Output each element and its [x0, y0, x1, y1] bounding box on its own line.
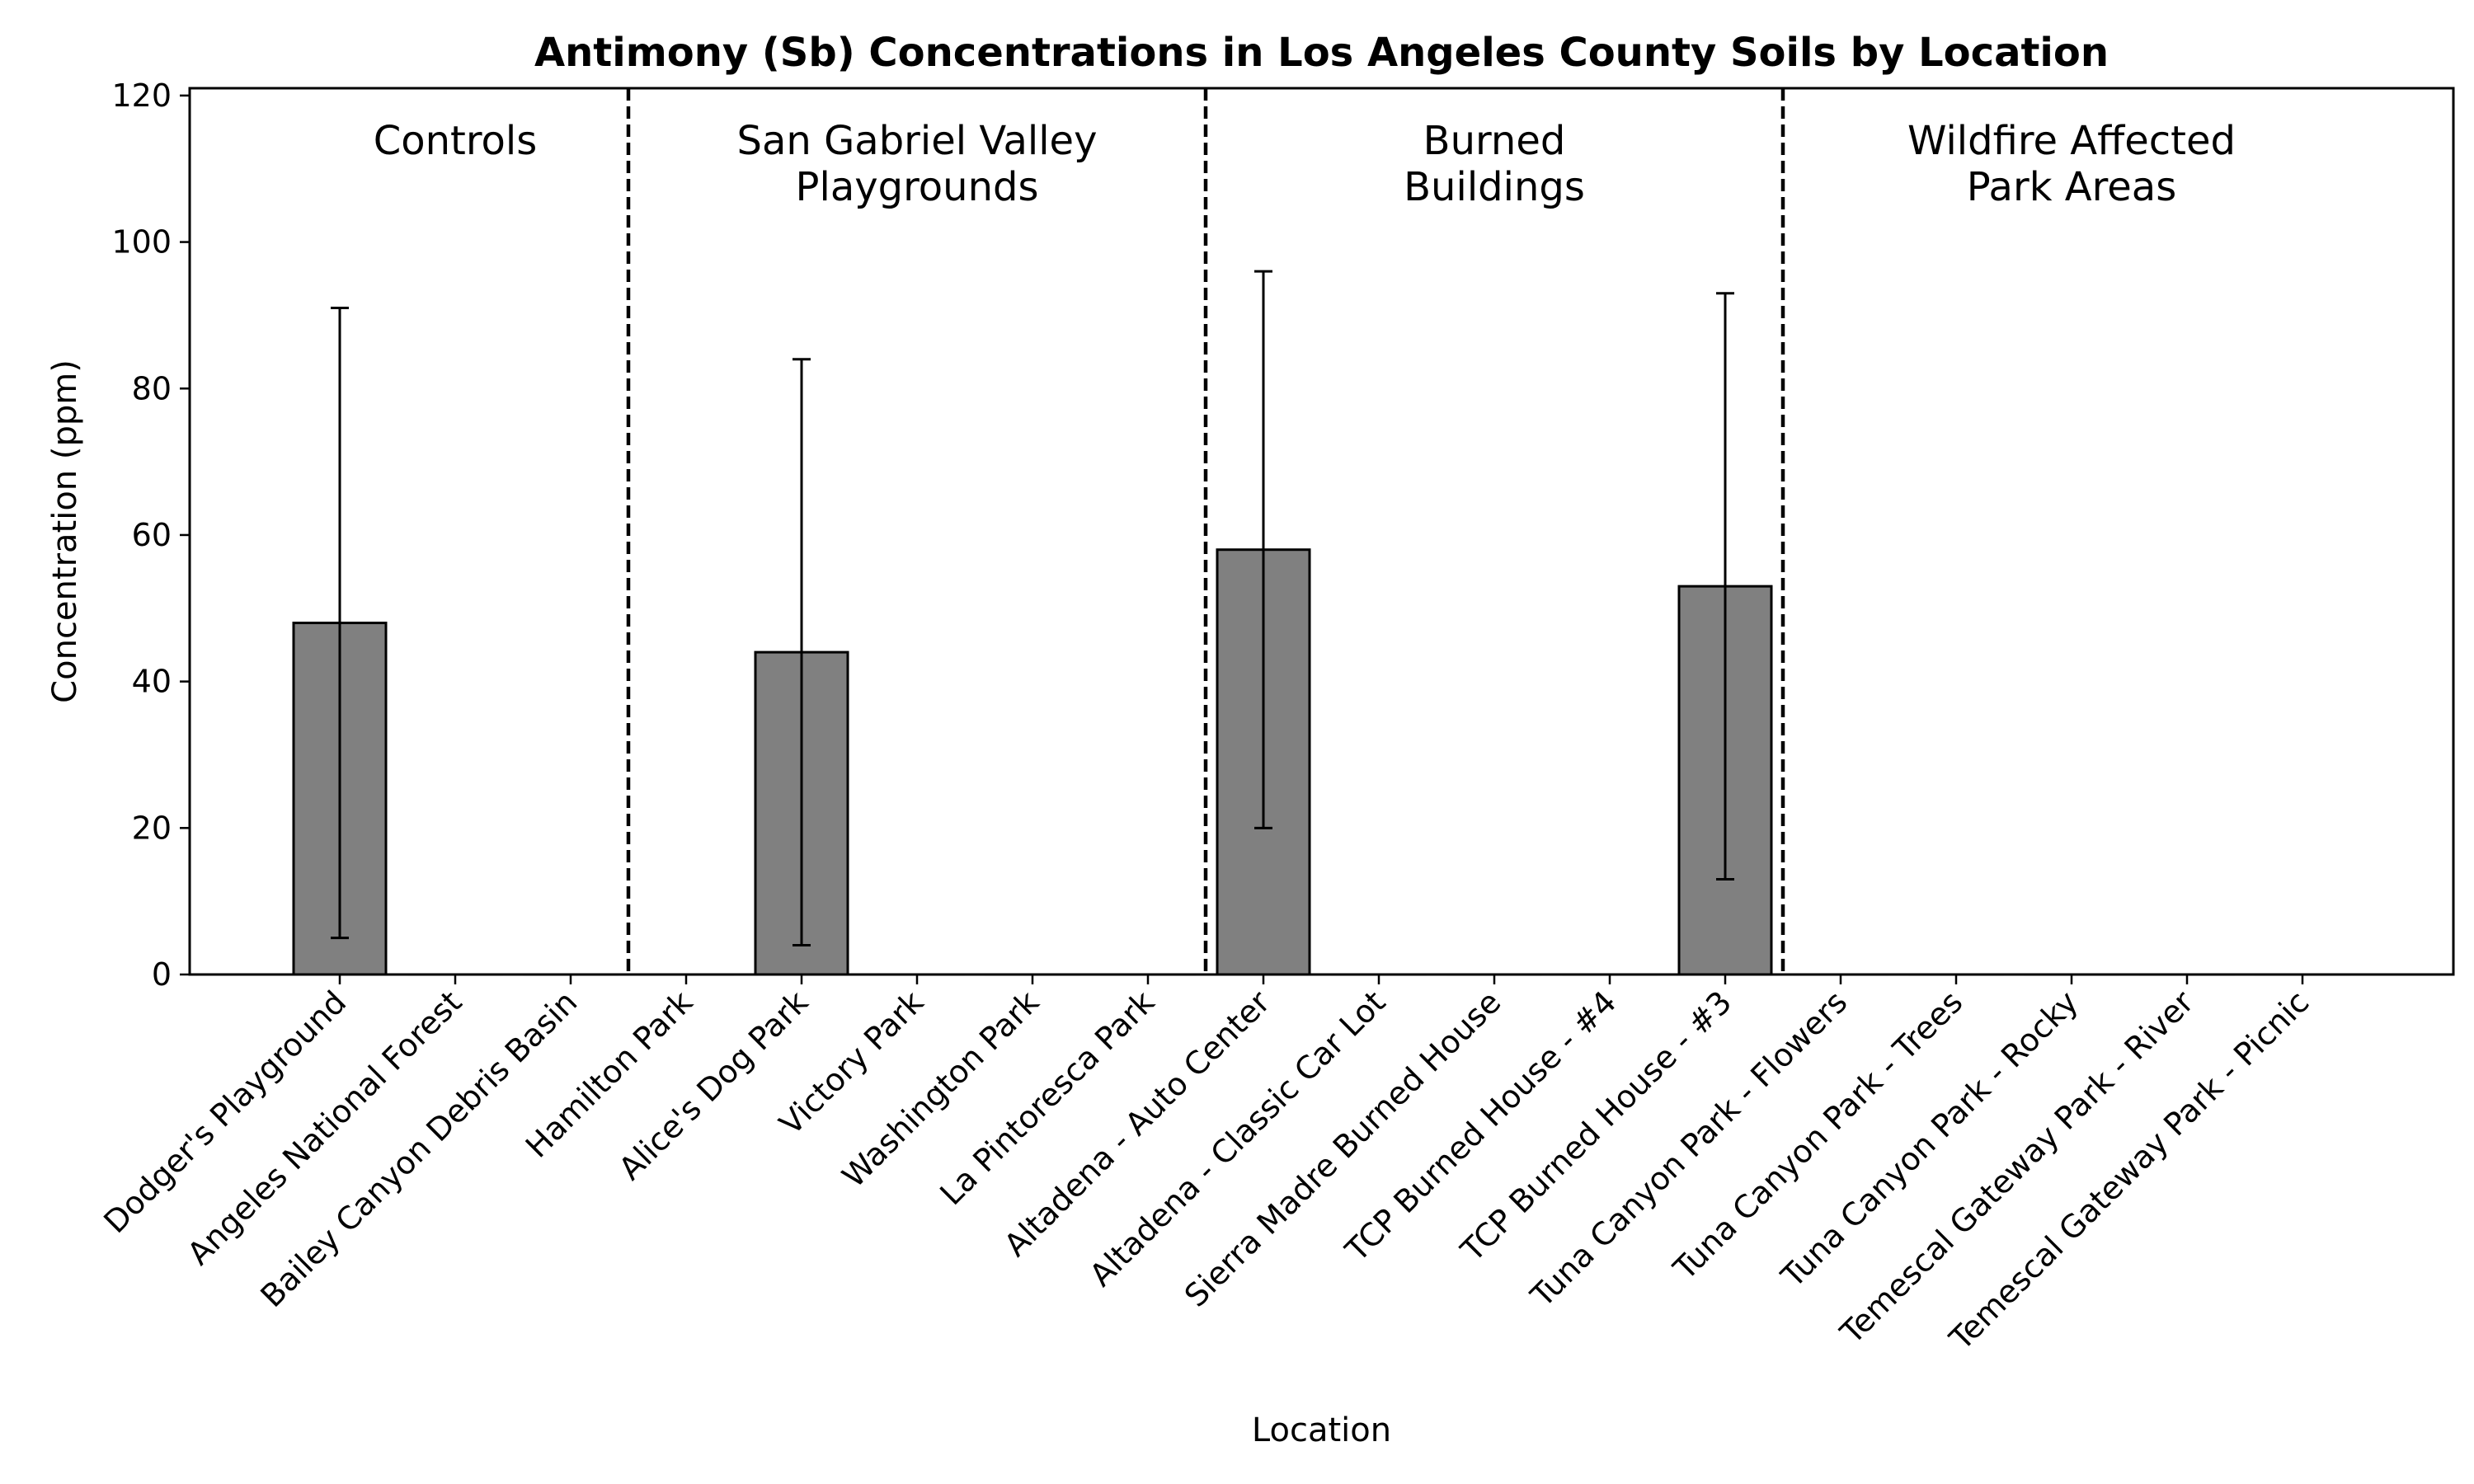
error-bar: [1254, 270, 1272, 829]
group-label: San Gabriel Valley Playgrounds: [737, 118, 1098, 210]
x-axis-label: Location: [1252, 1411, 1391, 1449]
y-axis: 0 20 40 60 80 100 120: [111, 77, 190, 993]
chart-title: Antimony (Sb) Concentrations in Los Ange…: [534, 30, 2109, 76]
group-dividers: [626, 88, 1785, 974]
error-bar: [1716, 292, 1734, 881]
y-tick-label: 40: [132, 664, 172, 700]
y-tick-label: 20: [132, 810, 172, 846]
error-bar: [793, 358, 811, 946]
y-tick-label: 60: [132, 517, 172, 553]
group-label: Wildfire Affected Park Areas: [1907, 118, 2236, 210]
group-labels: Controls San Gabriel Valley Playgrounds Bur…: [374, 118, 2236, 210]
error-bars: [331, 270, 1734, 946]
y-axis-label: Concentration (ppm): [46, 359, 84, 703]
plot-frame: [188, 87, 2455, 976]
bars: [292, 548, 2350, 976]
y-tick-label: 0: [152, 956, 172, 993]
group-label: Controls: [374, 118, 538, 164]
y-tick-label: 100: [111, 224, 172, 261]
error-bar: [331, 307, 349, 940]
group-label: Burned Buildings: [1404, 118, 1585, 210]
y-tick-label: 120: [111, 77, 172, 114]
y-tick-label: 80: [132, 370, 172, 406]
